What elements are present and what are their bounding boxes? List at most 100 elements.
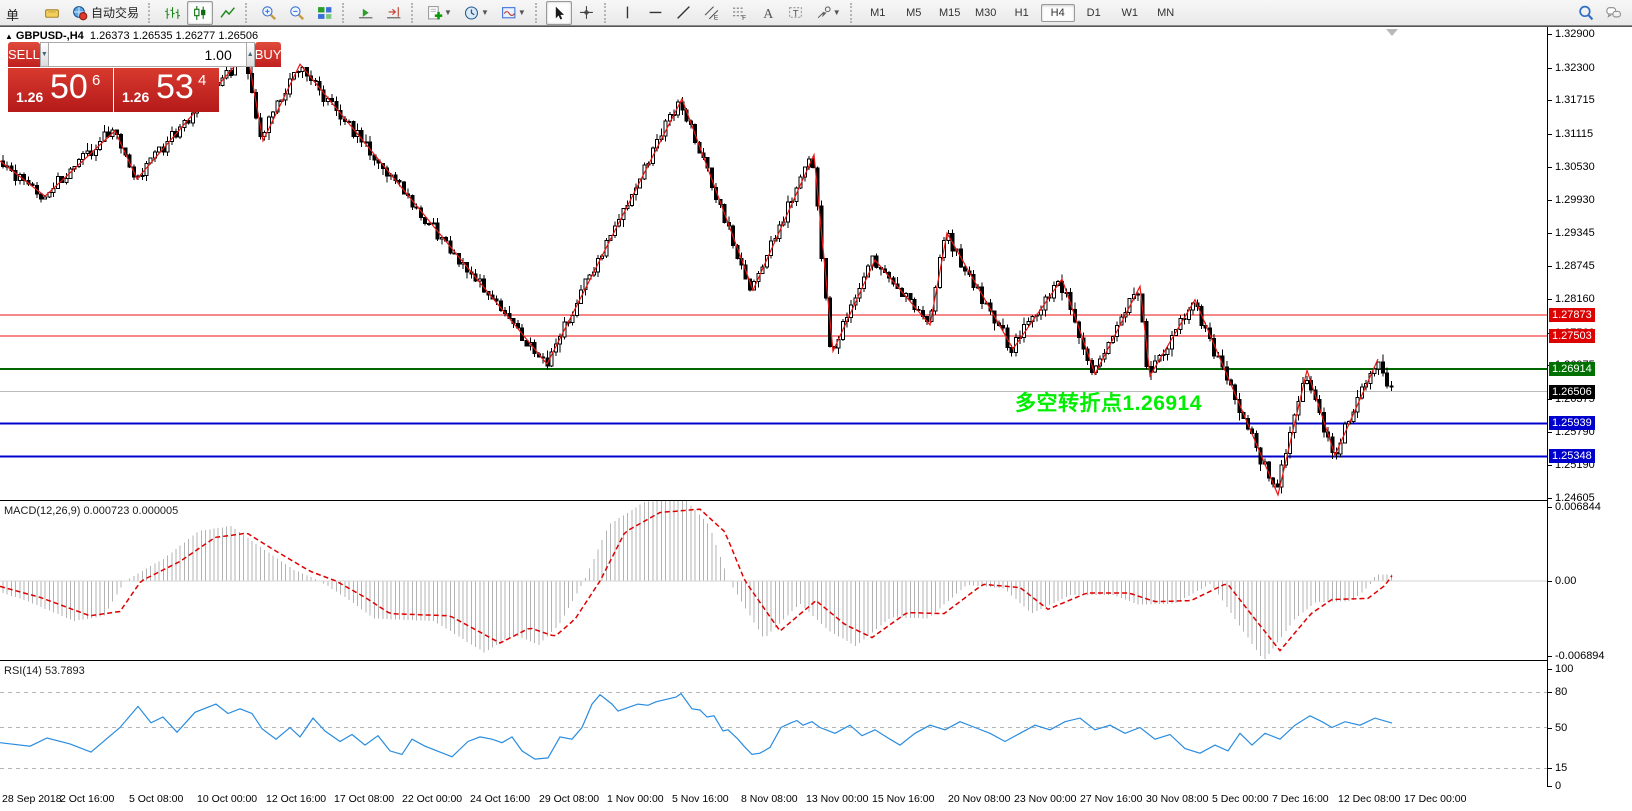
chevron-down-icon: ▼ bbox=[517, 8, 526, 17]
toolbar-separator bbox=[342, 2, 349, 23]
timeframe-m30-button[interactable]: M30 bbox=[975, 6, 997, 19]
timeframe-m1-button[interactable]: M1 bbox=[870, 6, 886, 19]
price-axis[interactable]: 1.32900 1.32300 1.31715 1.31115 1.30530 1.299… bbox=[1547, 27, 1632, 792]
buy-button[interactable]: BUY bbox=[254, 42, 282, 67]
chart-shift-button[interactable] bbox=[381, 1, 407, 25]
indicators-button[interactable]: ▼ bbox=[422, 1, 457, 25]
time-axis[interactable]: 28 Sep 2018 2 Oct 16:00 5 Oct 08:00 10 Oct … bbox=[0, 788, 1547, 811]
shapes-tool-button[interactable]: ▼ bbox=[811, 1, 846, 25]
time-tick-label: 2 Oct 16:00 bbox=[60, 793, 115, 805]
price-line-badge: 1.25348 bbox=[1549, 449, 1595, 463]
axis-tick bbox=[1548, 432, 1552, 433]
cursor-icon bbox=[551, 5, 567, 21]
timeframe-m5-button[interactable]: M5 bbox=[906, 6, 922, 19]
price-tick-label: 1.31715 bbox=[1555, 94, 1595, 106]
timeframe-h4-button[interactable]: H4 bbox=[1040, 3, 1075, 22]
chart-window[interactable]: ▲ GBPUSD-,H4 1.26373 1.26535 1.26277 1.26… bbox=[0, 26, 1632, 811]
pane-separator[interactable] bbox=[0, 499, 1632, 501]
axis-tick bbox=[1548, 134, 1552, 135]
time-tick-label: 17 Dec 00:00 bbox=[1404, 793, 1467, 805]
sell-price-panel[interactable]: 1.26 50 6 bbox=[8, 68, 113, 112]
search-button[interactable] bbox=[1573, 1, 1599, 25]
text-icon: A bbox=[760, 5, 776, 21]
zoom-in-button[interactable] bbox=[256, 1, 282, 25]
timeframe-h1-button[interactable]: H1 bbox=[1014, 6, 1029, 19]
axis-tick bbox=[1548, 507, 1552, 508]
volume-increase-button[interactable]: ▲ bbox=[245, 42, 255, 67]
text-tool-button[interactable]: A bbox=[755, 1, 781, 25]
time-tick-label: 5 Dec 00:00 bbox=[1212, 793, 1269, 805]
timeframe-w1-button[interactable]: W1 bbox=[1121, 6, 1138, 19]
fibonacci-tool-button[interactable]: F bbox=[727, 1, 753, 25]
buy-price-panel[interactable]: 1.26 53 4 bbox=[114, 68, 219, 112]
chat-button[interactable] bbox=[1601, 1, 1627, 25]
timeframe-d1-button[interactable]: D1 bbox=[1086, 6, 1101, 19]
volume-input[interactable] bbox=[48, 42, 246, 67]
rsi-tick-label: 15 bbox=[1555, 762, 1568, 774]
buy-price-sup: 4 bbox=[198, 72, 207, 89]
collapse-triangle-icon: ▲ bbox=[5, 32, 13, 41]
order-ticket-icon bbox=[44, 5, 60, 21]
zoom-out-button[interactable] bbox=[284, 1, 310, 25]
text-label-icon: T bbox=[788, 5, 804, 21]
candlestick-chart-button[interactable] bbox=[187, 0, 214, 25]
cursor-tool-button[interactable] bbox=[545, 0, 572, 25]
horizontal-line-icon bbox=[648, 5, 664, 21]
macd-signal-line bbox=[0, 508, 1393, 652]
pane-separator[interactable] bbox=[0, 659, 1632, 661]
macd-pane[interactable] bbox=[0, 501, 1547, 659]
auto-scroll-button[interactable] bbox=[353, 1, 379, 25]
axis-tick bbox=[1548, 669, 1552, 670]
sell-button[interactable]: SELL bbox=[8, 42, 40, 67]
macd-tick-label: 0.00 bbox=[1555, 575, 1577, 587]
rsi-pane[interactable] bbox=[0, 661, 1547, 787]
timeframe-m15-button[interactable]: M15 bbox=[939, 6, 961, 19]
templates-button[interactable]: ▼ bbox=[496, 1, 531, 25]
sell-price-sup: 6 bbox=[92, 72, 101, 89]
rsi-indicator-label: RSI(14) 53.7893 bbox=[4, 665, 85, 677]
axis-tick bbox=[1548, 299, 1552, 300]
toolbar-separator bbox=[603, 2, 611, 23]
axis-tick bbox=[1548, 233, 1552, 234]
axis-tick bbox=[1548, 728, 1552, 729]
volume-decrease-button[interactable]: ▼ bbox=[39, 42, 49, 67]
crosshair-tool-button[interactable] bbox=[574, 1, 600, 25]
price-tick-label: 1.28160 bbox=[1555, 293, 1595, 305]
search-icon bbox=[1578, 5, 1594, 21]
time-tick-label: 15 Nov 16:00 bbox=[872, 793, 935, 805]
bar-chart-button[interactable] bbox=[159, 1, 185, 25]
time-tick-label: 5 Nov 16:00 bbox=[672, 793, 729, 805]
price-line-badge: 1.26914 bbox=[1549, 362, 1595, 376]
ohlc-values: 1.26373 1.26535 1.26277 1.26506 bbox=[89, 30, 259, 42]
vertical-line-tool-button[interactable] bbox=[615, 1, 641, 25]
time-tick-label: 20 Nov 08:00 bbox=[948, 793, 1011, 805]
rsi-tick-label: 100 bbox=[1555, 663, 1574, 675]
trendline-tool-button[interactable] bbox=[671, 1, 697, 25]
zigzag-line[interactable] bbox=[0, 50, 1379, 497]
chevron-down-icon: ▼ bbox=[444, 8, 452, 17]
timeframe-mn-button[interactable]: MN bbox=[1157, 6, 1175, 19]
price-chart[interactable] bbox=[0, 28, 1547, 499]
axis-tick bbox=[1548, 581, 1552, 582]
time-tick-label: 13 Nov 00:00 bbox=[806, 793, 869, 805]
axis-tick bbox=[1548, 68, 1552, 69]
rsi-tick-label: 50 bbox=[1555, 722, 1568, 734]
label-tool-button[interactable]: T bbox=[783, 1, 809, 25]
axis-tick bbox=[1548, 100, 1552, 101]
axis-tick bbox=[1548, 266, 1552, 267]
new-order-button[interactable]: 订单 bbox=[1, 1, 37, 25]
order-ticket-button[interactable] bbox=[39, 1, 65, 25]
tile-windows-button[interactable] bbox=[312, 1, 338, 25]
trendline-icon bbox=[676, 5, 692, 21]
line-chart-button[interactable] bbox=[215, 1, 241, 25]
channel-tool-button[interactable]: E bbox=[699, 1, 725, 25]
price-tick-label: 1.30530 bbox=[1555, 161, 1595, 173]
periods-button[interactable]: ▼ bbox=[459, 1, 494, 25]
scroll-to-end-marker-icon[interactable] bbox=[1386, 29, 1398, 36]
crosshair-icon bbox=[579, 5, 595, 21]
time-tick-label: 1 Nov 00:00 bbox=[607, 793, 664, 805]
buy-price-big: 53 bbox=[156, 68, 194, 106]
horizontal-line-tool-button[interactable] bbox=[643, 1, 669, 25]
price-tick-label: 1.29930 bbox=[1555, 194, 1595, 206]
auto-trading-button[interactable]: 自动交易 bbox=[67, 1, 144, 25]
